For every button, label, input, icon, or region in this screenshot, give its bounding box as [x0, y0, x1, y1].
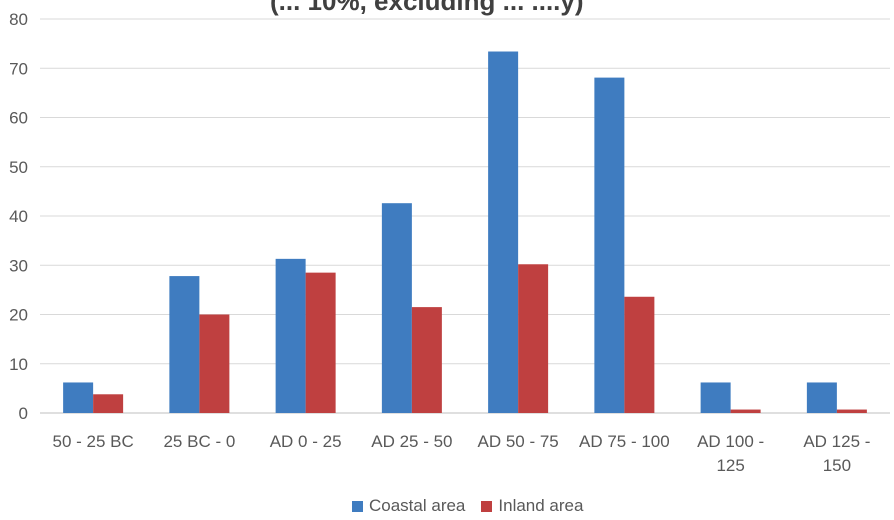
x-tick-label: AD 125 -150 — [803, 432, 870, 475]
y-tick-label: 70 — [9, 59, 28, 78]
legend-label-inland: Inland area — [498, 496, 584, 515]
bar-inland-5 — [624, 296, 655, 413]
x-tick-label: 50 - 25 BC — [52, 432, 133, 451]
bar-coastal-7 — [806, 382, 837, 413]
x-tick-label: AD 75 - 100 — [579, 432, 670, 451]
bar-inland-6 — [730, 409, 761, 413]
bar-inland-3 — [411, 307, 442, 413]
bar-chart: 0 10 20 30 40 50 60 70 80 50 - 25 BC 25 BC - 0 AD … — [9, 10, 890, 475]
x-axis-ticks: 50 - 25 BC 25 BC - 0 AD 0 - 25 AD 25 - 50 AD… — [52, 432, 870, 475]
y-tick-label: 60 — [9, 109, 28, 128]
legend-swatch-coastal — [352, 500, 363, 512]
bar-inland-0 — [93, 394, 124, 413]
legend-item-inland: Inland area — [481, 496, 583, 516]
bar-coastal-5 — [594, 77, 625, 414]
bar-coastal-2 — [275, 258, 306, 413]
x-tick-label: AD 0 - 25 — [270, 432, 342, 451]
bar-inland-7 — [836, 409, 867, 413]
y-tick-label: 80 — [9, 10, 28, 29]
y-tick-label: 40 — [9, 207, 28, 226]
bar-coastal-4 — [488, 51, 519, 413]
legend-label-coastal: Coastal area — [369, 496, 466, 515]
x-tick-label: AD 25 - 50 — [371, 432, 452, 451]
bar-coastal-3 — [381, 203, 412, 413]
legend-swatch-inland — [481, 500, 493, 512]
legend: Coastal area Inland area — [352, 496, 599, 516]
legend-item-coastal: Coastal area — [352, 496, 465, 516]
y-axis-ticks: 0 10 20 30 40 50 60 70 80 — [9, 10, 28, 423]
y-tick-label: 10 — [9, 355, 28, 374]
y-tick-label: 50 — [9, 158, 28, 177]
x-tick-label: 25 BC - 0 — [163, 432, 235, 451]
bars — [63, 51, 867, 414]
x-tick-label: AD 50 - 75 — [477, 432, 558, 451]
y-tick-label: 0 — [19, 404, 28, 423]
bar-coastal-1 — [169, 276, 200, 413]
bar-inland-1 — [199, 314, 230, 413]
x-tick-label: AD 100 -125 — [697, 432, 764, 475]
chart-title: (... 10%, excluding ... ....y) — [270, 0, 584, 16]
bar-inland-4 — [518, 264, 549, 413]
bar-coastal-0 — [63, 382, 94, 413]
y-tick-label: 20 — [9, 306, 28, 325]
bar-inland-2 — [305, 272, 336, 413]
bar-coastal-6 — [700, 382, 731, 413]
gridlines — [40, 18, 890, 414]
y-tick-label: 30 — [9, 256, 28, 275]
